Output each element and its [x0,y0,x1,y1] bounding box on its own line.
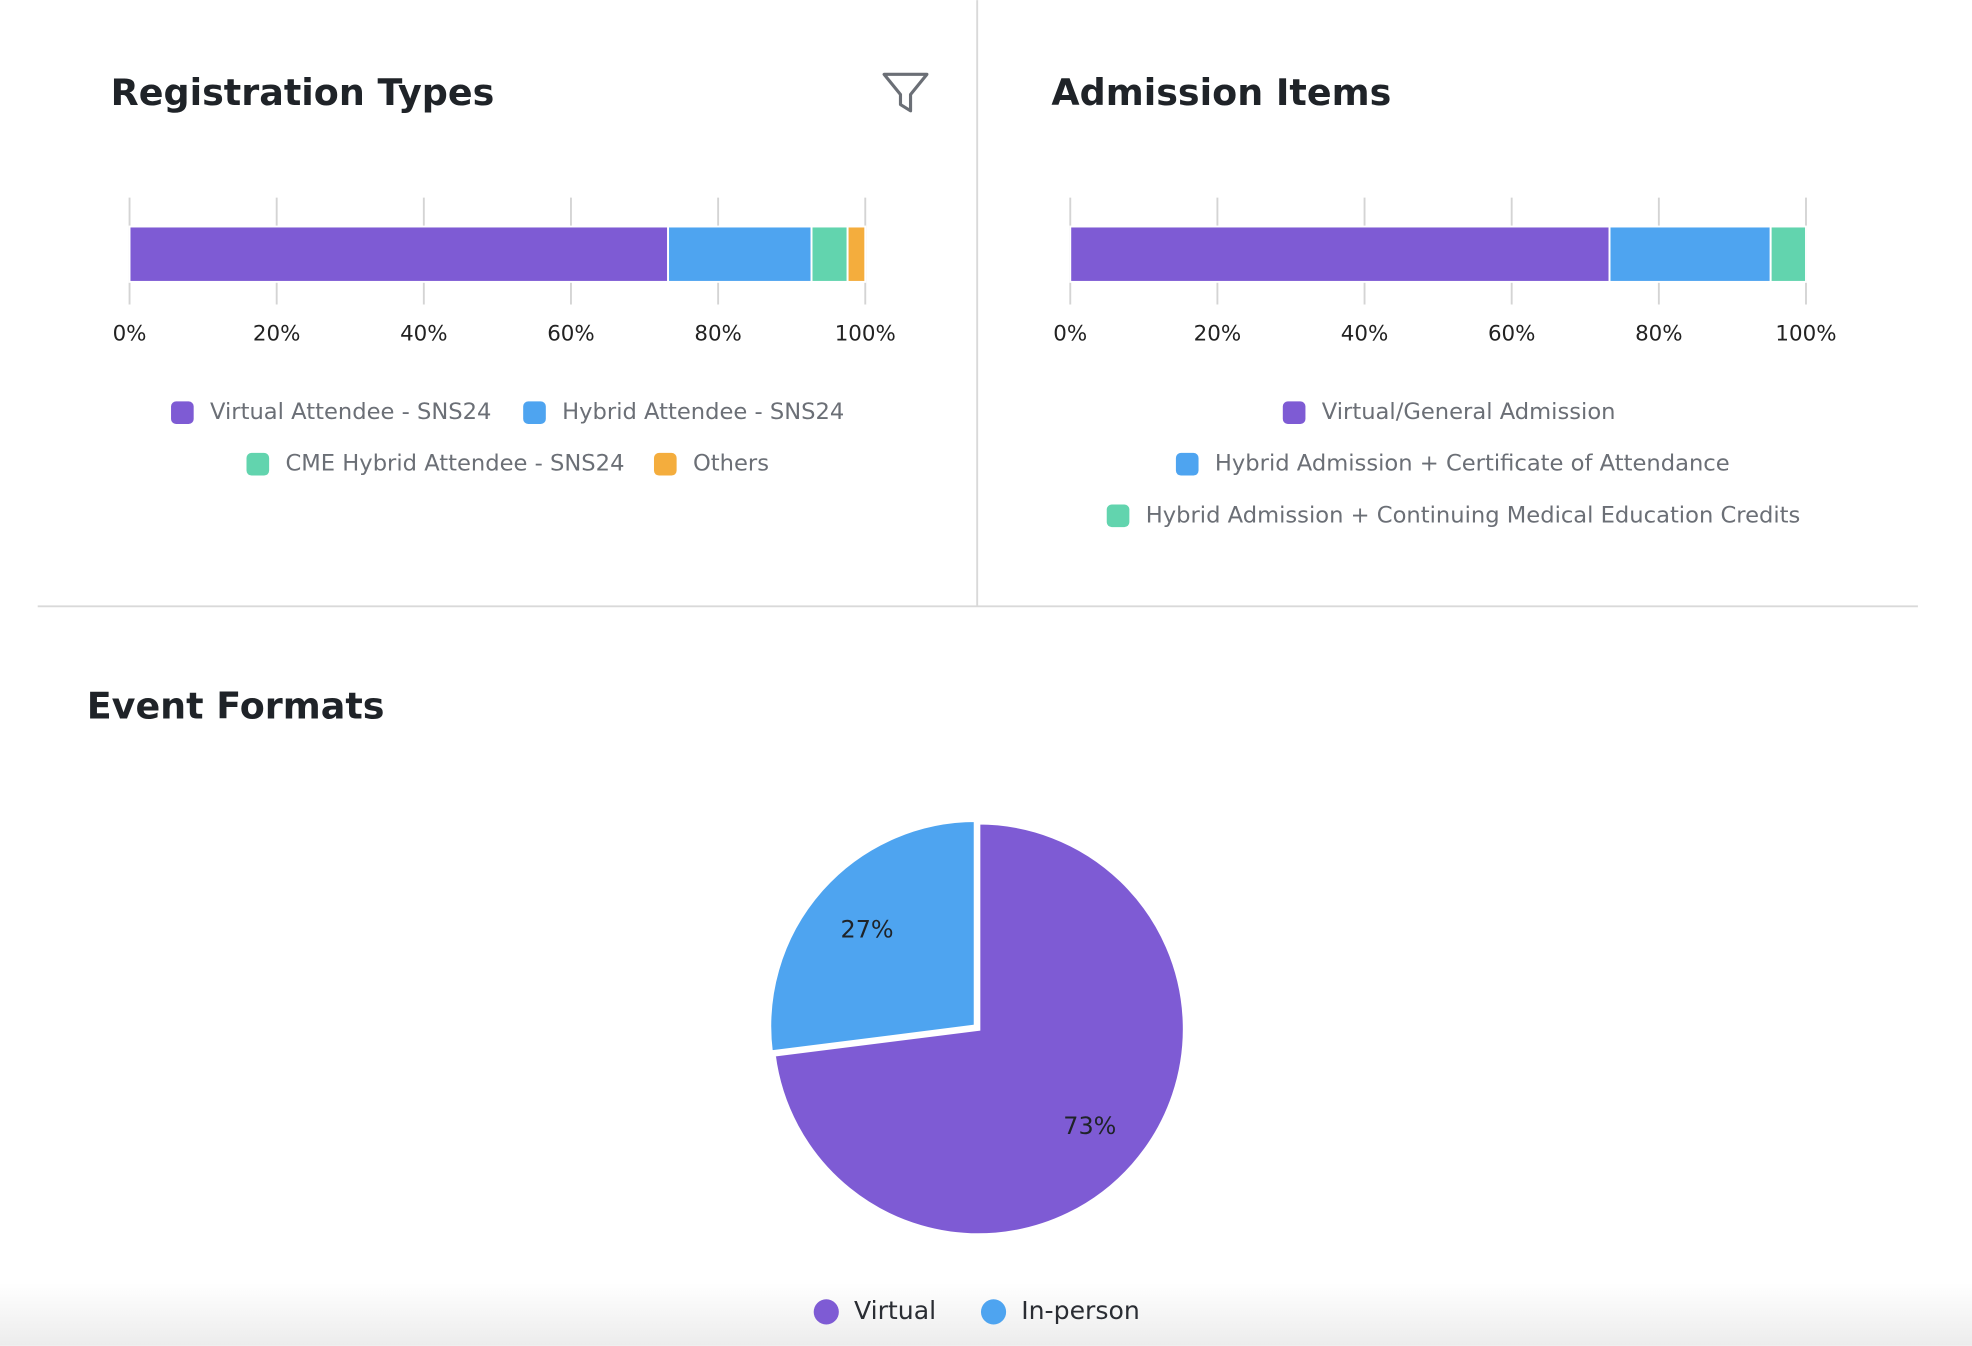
legend-marker [1175,452,1199,476]
bar-segment [1769,225,1807,283]
legend-label: CME Hybrid Attendee - SNS24 [285,451,624,477]
slice-label: 27% [841,916,894,944]
legend-label: In-person [1021,1296,1140,1325]
legend-label: Virtual [854,1296,936,1325]
legend-label: Hybrid Admission + Continuing Medical Ed… [1146,502,1801,528]
pie-slice [767,818,978,1055]
legend-label: Hybrid Admission + Certificate of Attend… [1215,451,1730,477]
chart-title: Registration Types [111,71,495,114]
legend-label: Virtual Attendee - SNS24 [210,399,491,425]
legend-marker [1282,401,1306,424]
legend-marker [653,452,677,476]
chart-title: Event Formats [87,685,385,728]
x-tick-label: 0% [113,322,147,347]
filter-icon[interactable] [882,72,929,113]
bar-segment [846,225,867,283]
bar-segment [810,225,849,283]
pie-slice [771,820,1187,1238]
bar-segment [1608,225,1772,283]
x-tick-label: 20% [1194,322,1242,347]
x-tick-label: 60% [1488,322,1536,347]
legend-marker [246,452,270,476]
x-tick-label: 100% [1775,322,1836,347]
x-tick-label: 20% [253,322,301,347]
x-tick-label: 40% [400,322,448,347]
legend-label: Others [693,451,769,477]
x-tick-label: 0% [1053,322,1087,347]
x-tick-label: 100% [835,322,896,347]
legend-marker [813,1299,839,1325]
legend-marker [171,401,194,424]
legend-label: Virtual/General Admission [1322,399,1616,425]
x-tick-label: 40% [1341,322,1389,347]
bar-segment [667,225,813,283]
legend-label: Hybrid Attendee - SNS24 [562,399,844,425]
legend-marker [980,1299,1007,1325]
x-tick-label: 80% [694,322,742,347]
chart-title: Admission Items [1051,71,1391,114]
bar-segment [1069,225,1611,283]
bar-segment [128,225,670,283]
x-tick-label: 60% [547,322,595,347]
legend-marker [523,401,546,424]
slice-label: 73% [1063,1112,1116,1140]
legend-marker [1106,504,1130,528]
x-tick-label: 80% [1635,322,1683,347]
